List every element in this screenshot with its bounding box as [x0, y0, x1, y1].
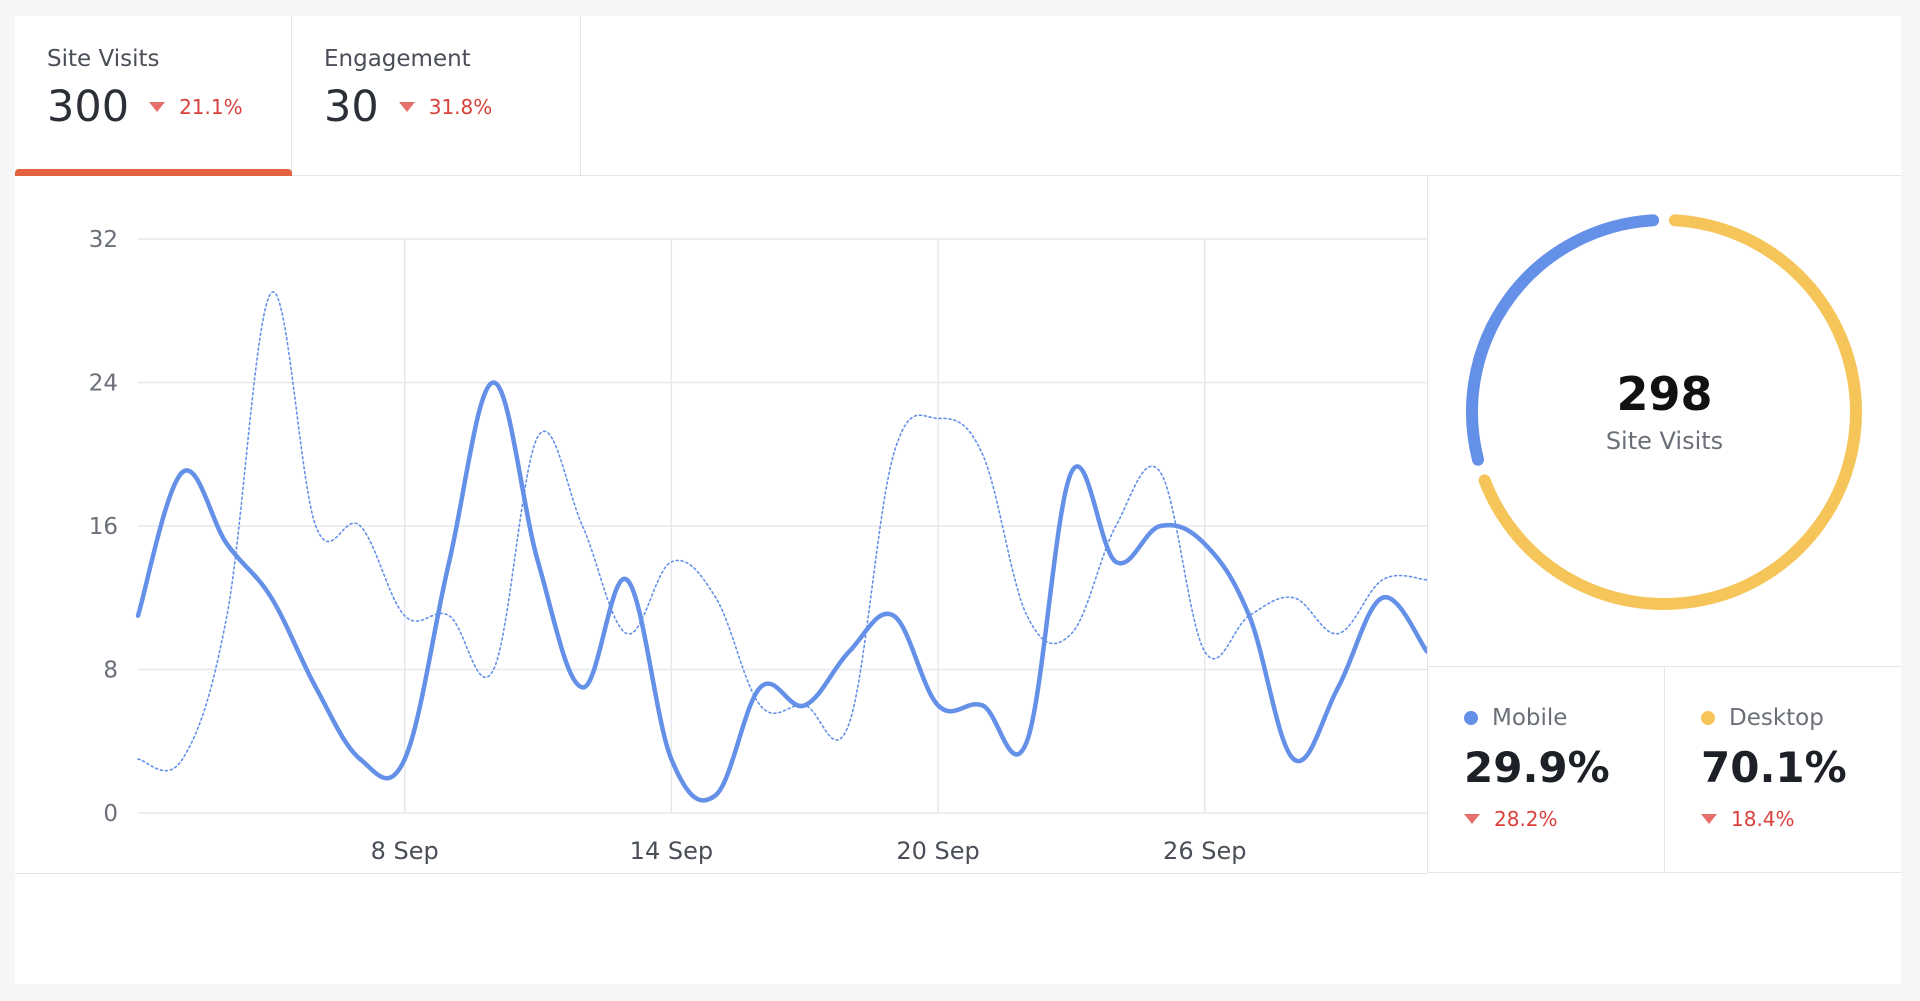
- y-tick-label: 32: [89, 227, 118, 253]
- tab-delta-text: 21.1%: [179, 95, 243, 119]
- triangle-down-icon: [149, 102, 166, 112]
- tab-delta-text: 31.8%: [428, 95, 493, 119]
- chart-grid: [138, 238, 1427, 814]
- tab-value: 30 31.8%: [324, 82, 492, 132]
- tab-label: Site Visits: [47, 46, 160, 72]
- tab-site-visits[interactable]: Site Visits 300 21.1%: [15, 16, 292, 176]
- legend-name: Desktop: [1701, 705, 1824, 731]
- triangle-down-icon: [1464, 814, 1480, 824]
- legend-name-text: Desktop: [1729, 705, 1824, 731]
- donut-segment-desktop: [1478, 214, 1862, 610]
- legend-percentage: 29.9%: [1464, 743, 1610, 792]
- tab-value-number: 300: [47, 82, 130, 132]
- tab-value: 300 21.1%: [47, 82, 243, 132]
- legend-percentage: 70.1%: [1701, 743, 1847, 792]
- y-axis-ticks: 0 8 16 24 32: [89, 227, 118, 827]
- donut-chart: 298 Site Visits: [1428, 176, 1901, 667]
- triangle-down-icon: [1701, 814, 1717, 824]
- donut-total-value: 298: [1616, 367, 1713, 421]
- tab-label: Engagement: [324, 46, 471, 72]
- donut-total-label: Site Visits: [1605, 427, 1724, 455]
- metric-tabs: Site Visits 300 21.1% Engagement 30 31.8…: [15, 16, 1901, 176]
- series-line-previous: [137, 291, 1428, 772]
- legend-name-text: Mobile: [1492, 705, 1568, 731]
- y-tick-label: 16: [89, 514, 118, 540]
- legend-item-mobile: Mobile 29.9% 28.2%: [1428, 667, 1664, 873]
- donut-center: 298 Site Visits: [1428, 371, 1901, 455]
- x-tick-label: 8 Sep: [371, 837, 439, 865]
- triangle-down-icon: [398, 102, 415, 112]
- y-tick-label: 8: [103, 658, 118, 684]
- legend-delta-text: 18.4%: [1731, 807, 1795, 831]
- x-tick-label: 26 Sep: [1163, 837, 1246, 865]
- y-tick-label: 24: [89, 371, 118, 397]
- tab-engagement[interactable]: Engagement 30 31.8%: [292, 16, 581, 175]
- tab-delta: 31.8%: [398, 95, 493, 119]
- legend-item-desktop: Desktop 70.1% 18.4%: [1664, 667, 1901, 873]
- series-line-current: [135, 380, 1430, 803]
- chart-series: [135, 291, 1430, 803]
- y-tick-label: 0: [103, 801, 118, 827]
- legend-name: Mobile: [1464, 705, 1567, 731]
- tab-delta: 21.1%: [149, 95, 243, 119]
- line-chart-panel: 0 8 16 24 32 8 Sep 14 Sep 20 Sep 26 Sep: [15, 176, 1430, 874]
- line-chart: 0 8 16 24 32 8 Sep 14 Sep 20 Sep 26 Sep: [89, 227, 1430, 865]
- x-axis-ticks: 8 Sep 14 Sep 20 Sep 26 Sep: [371, 837, 1247, 865]
- device-breakdown-panel: 298 Site Visits Mobile 29.9% 28.2% Deskt…: [1427, 176, 1901, 873]
- donut-segment-mobile: [1466, 214, 1660, 466]
- active-tab-indicator: [15, 169, 292, 176]
- x-tick-label: 20 Sep: [896, 837, 979, 865]
- legend-delta: 28.2%: [1464, 807, 1558, 831]
- desktop-dot-icon: [1701, 711, 1715, 725]
- donut-svg: [1466, 214, 1862, 610]
- tab-value-number: 30: [324, 82, 379, 132]
- mobile-dot-icon: [1464, 711, 1478, 725]
- legend-delta: 18.4%: [1701, 807, 1795, 831]
- x-tick-label: 14 Sep: [630, 837, 713, 865]
- legend-delta-text: 28.2%: [1494, 807, 1558, 831]
- dashboard-card: Site Visits 300 21.1% Engagement 30 31.8…: [15, 16, 1901, 984]
